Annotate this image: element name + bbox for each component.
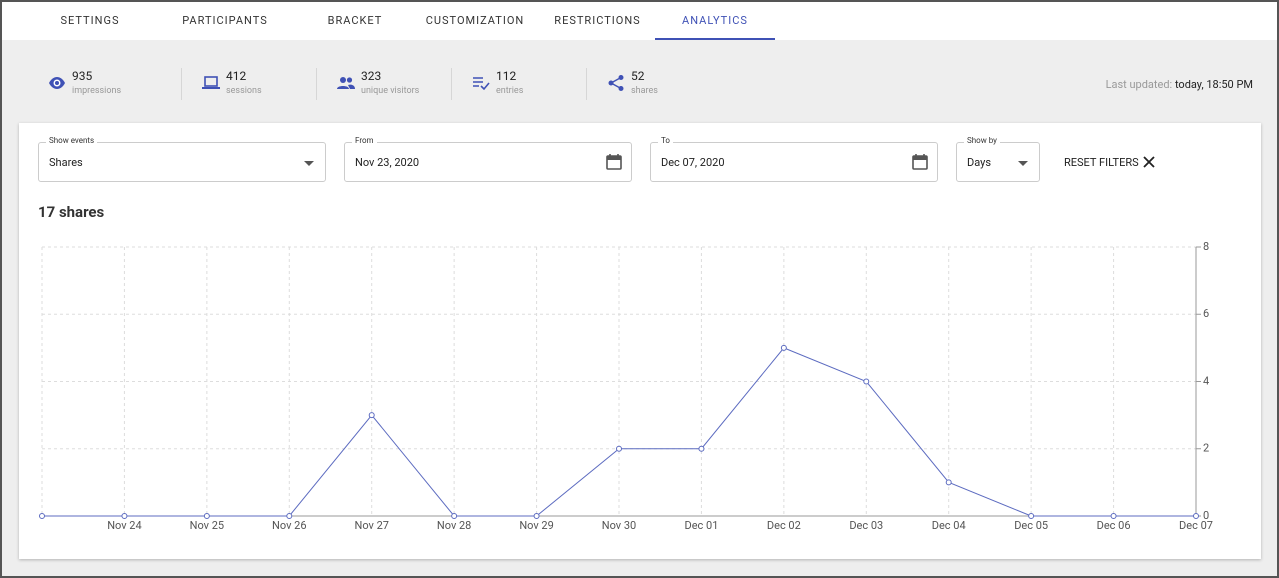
chart-title: 17 shares: [38, 203, 105, 221]
data-point: [451, 513, 458, 519]
tab[interactable]: RESTRICTIONS: [554, 14, 641, 27]
stat-text: 935 impressions: [72, 68, 121, 98]
last-updated-value: today, 18:50 PM: [1174, 78, 1253, 91]
stat-icon: [337, 77, 355, 89]
stat-icon: [608, 75, 624, 91]
stat: 112 entries: [451, 68, 586, 100]
x-tick-label: Dec 07: [1179, 519, 1213, 532]
close-icon: [1143, 156, 1155, 168]
field-label: Show by: [964, 136, 1000, 145]
data-point: [945, 479, 952, 486]
stat-text: 112 entries: [496, 68, 523, 98]
stats-row: 935 impressions 412 sessions 323 unique visit…: [46, 68, 721, 100]
stat-label: shares: [631, 86, 658, 96]
y-tick-label: 4: [1203, 374, 1209, 387]
field-label: From: [352, 136, 377, 145]
y-tick-label: 0: [1203, 509, 1209, 522]
x-tick-label: Nov 25: [190, 519, 224, 532]
x-tick-label: Dec 03: [849, 519, 883, 532]
stat-text: 412 sessions: [226, 68, 262, 98]
stat: 935 impressions: [46, 68, 181, 100]
y-tick-label: 2: [1203, 442, 1209, 455]
calendar-icon: [606, 154, 622, 170]
stat-label: sessions: [226, 86, 262, 96]
stat-label: impressions: [72, 86, 122, 96]
to-date[interactable]: To Dec 07, 2020: [650, 136, 938, 182]
stat-icon: [49, 77, 65, 89]
data-point: [368, 412, 375, 419]
data-point: [1028, 513, 1035, 519]
data-point: [863, 378, 870, 385]
tab[interactable]: PARTICIPANTS: [182, 14, 268, 27]
x-tick-label: Dec 02: [767, 519, 801, 532]
dropdown-arrow: [1018, 161, 1028, 166]
data-point: [698, 445, 705, 452]
tab[interactable]: BRACKET: [327, 14, 383, 27]
stat-icon: [473, 77, 490, 91]
field-value: Shares: [49, 156, 83, 169]
reset-filters[interactable]: RESET FILTERS: [1064, 155, 1156, 169]
y-tick-label: 6: [1203, 307, 1209, 320]
data-point: [1193, 513, 1199, 519]
tab[interactable]: SETTINGS: [60, 14, 120, 27]
stat: 412 sessions: [181, 68, 316, 100]
show-events-select[interactable]: Show events Shares: [38, 136, 326, 182]
x-tick-label: Dec 01: [684, 519, 718, 532]
dropdown-arrow: [304, 161, 314, 166]
stat-label: entries: [496, 86, 524, 96]
x-tick-label: Nov 24: [107, 519, 141, 532]
calendar-icon: [912, 154, 928, 170]
y-tick-label: 8: [1203, 240, 1209, 253]
x-tick-label: Nov 30: [602, 519, 636, 532]
field-value: Days: [967, 156, 992, 169]
stat-value: 112: [496, 69, 517, 83]
stat-value: 935: [72, 69, 93, 83]
x-tick-label: Dec 04: [932, 519, 966, 532]
field-label: Show events: [46, 136, 98, 145]
data-point: [780, 344, 787, 351]
field-value: Nov 23, 2020: [355, 156, 420, 169]
last-updated-label: Last updated:: [1105, 78, 1173, 91]
data-point: [533, 513, 540, 519]
tab-bar: SETTINGS PARTICIPANTS BRACKET CUSTOMIZATION…: [2, 2, 1277, 40]
data-point: [39, 513, 45, 519]
last-updated: Last updated: today, 18:50 PM: [1106, 78, 1253, 91]
from-date[interactable]: From Nov 23, 2020: [344, 136, 632, 182]
x-tick-label: Nov 26: [272, 519, 306, 532]
stat-label: unique visitors: [361, 86, 420, 96]
data-point: [286, 513, 293, 519]
stat-value: 52: [631, 69, 645, 83]
stat-icon: [202, 76, 220, 89]
reset-label: RESET FILTERS: [1064, 155, 1139, 169]
tab[interactable]: CUSTOMIZATION: [425, 14, 525, 27]
data-point: [1110, 513, 1117, 519]
tab[interactable]: ANALYTICS: [655, 2, 775, 40]
data-point: [616, 445, 622, 452]
data-point: [203, 513, 210, 519]
stat-text: 323 unique visitors: [361, 68, 419, 98]
data-point: [121, 513, 128, 519]
field-label: To: [658, 136, 673, 145]
x-tick-label: Nov 29: [519, 519, 553, 532]
field-value: Dec 07, 2020: [661, 156, 725, 169]
analytics-card: Show events Shares From Nov 23, 2020 To Dec…: [19, 123, 1261, 559]
x-tick-label: Nov 27: [354, 519, 388, 532]
stat-value: 412: [226, 69, 247, 83]
x-tick-label: Nov 28: [437, 519, 471, 532]
x-tick-label: Dec 05: [1014, 519, 1048, 532]
stat-value: 323: [361, 69, 382, 83]
stat: 323 unique visitors: [316, 68, 451, 100]
show-by-select[interactable]: Show by Days: [956, 136, 1040, 182]
stat: 52 shares: [586, 68, 721, 100]
x-tick-label: Dec 06: [1097, 519, 1131, 532]
stat-text: 52 shares: [631, 68, 658, 98]
